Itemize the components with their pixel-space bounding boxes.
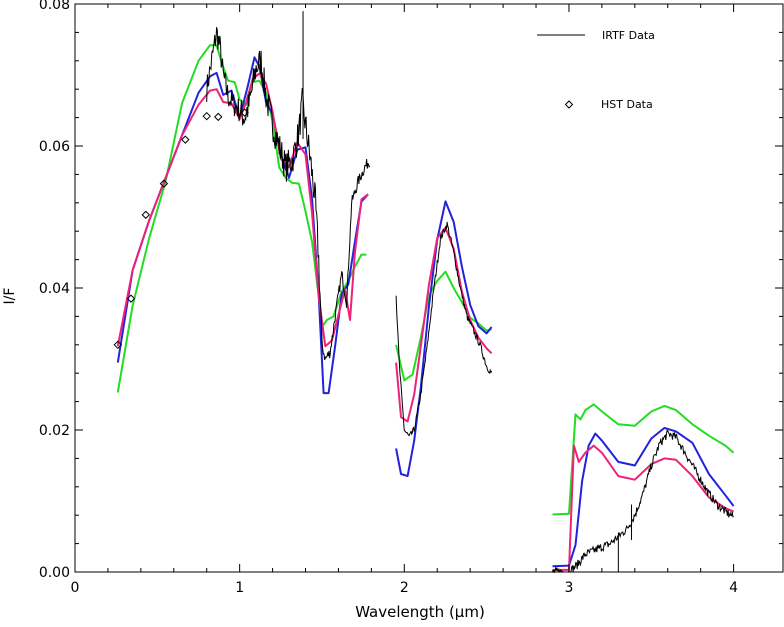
model-line — [552, 444, 734, 571]
model-line — [552, 426, 735, 568]
x-tick-label: 2 — [400, 580, 409, 596]
x-tick-label: 0 — [71, 580, 80, 596]
hst-data-point — [181, 135, 190, 144]
hst-data-point — [214, 112, 223, 122]
x-tick-label: 3 — [564, 580, 573, 596]
x-axis-label: Wavelength (μm) — [355, 603, 485, 621]
irtf-data-line — [206, 26, 371, 361]
model-line — [395, 200, 493, 478]
model-line — [395, 270, 492, 382]
irtf-data-line — [395, 221, 493, 437]
y-tick-label: 0.04 — [39, 281, 70, 297]
y-tick-label: 0.08 — [39, 0, 70, 13]
x-tick-label: 4 — [729, 580, 738, 596]
hst-data-point — [159, 179, 169, 188]
legend-diamond-swatch — [564, 100, 574, 109]
irtf-data-line — [552, 429, 734, 574]
legend: IRTF Data HST Data — [537, 29, 655, 111]
legend-label-hst: HST Data — [601, 98, 653, 111]
hst-data-point — [126, 294, 136, 303]
ticks-layer: 0 1 2 3 4 0.00 0.02 0.04 0.06 0.08 — [39, 0, 783, 596]
model-line — [552, 403, 735, 516]
hst-data-point — [202, 111, 211, 121]
model-line — [116, 56, 369, 395]
y-axis-label: I/F — [2, 288, 18, 305]
y-tick-label: 0.02 — [39, 423, 70, 439]
y-tick-label: 0.00 — [39, 565, 70, 581]
hst-data-point — [240, 108, 249, 117]
series-layer — [113, 11, 735, 574]
x-tick-label: 1 — [235, 580, 244, 596]
hst-data-point — [113, 340, 123, 350]
legend-label-irtf: IRTF Data — [602, 29, 655, 42]
y-tick-label: 0.06 — [39, 139, 70, 155]
hst-data-point — [141, 210, 151, 220]
